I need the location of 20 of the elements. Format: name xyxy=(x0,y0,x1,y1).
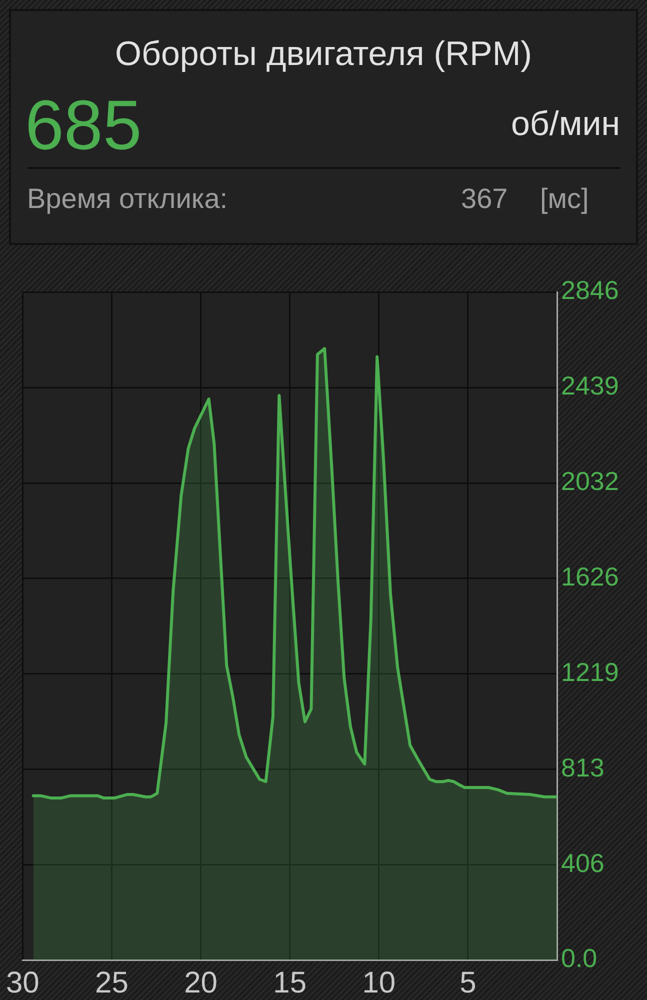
x-tick-label: 10 xyxy=(362,966,396,1000)
y-tick-label: 1219 xyxy=(561,657,619,688)
text: [мс] xyxy=(540,183,589,214)
y-tick-label: 813 xyxy=(561,752,604,782)
y-tick-label: 2032 xyxy=(561,466,619,496)
text: 367 xyxy=(461,183,508,214)
text: 685 xyxy=(25,86,142,164)
x-tick-label: 20 xyxy=(184,966,218,1000)
y-tick-label: 1626 xyxy=(561,562,619,592)
x-tick-label: 25 xyxy=(95,966,128,1000)
y-tick-label: 406 xyxy=(561,848,604,878)
y-tick-label: 2846 xyxy=(561,275,619,306)
x-tick-label: 5 xyxy=(460,966,476,1000)
chart-title: Обороты двигателя (RPM) xyxy=(114,35,533,73)
text: об/мин xyxy=(511,105,620,143)
text: Время отклика: xyxy=(27,183,228,214)
y-tick-label: 2439 xyxy=(561,370,619,401)
x-tick-label: 15 xyxy=(273,966,307,1000)
y-tick-label: 0.0 xyxy=(561,943,598,974)
x-tick-label: 30 xyxy=(6,966,40,1000)
